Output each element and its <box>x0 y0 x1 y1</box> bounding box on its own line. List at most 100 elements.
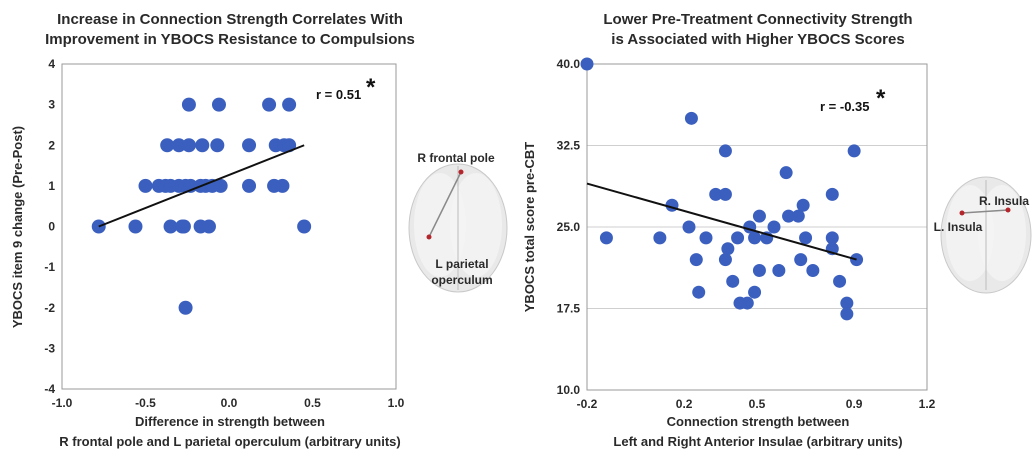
left-chart-y-tick-label: 4 <box>48 57 55 71</box>
right-chart-x-tick-label: 0.5 <box>749 397 766 411</box>
right-chart-significance-marker: * <box>876 85 886 112</box>
left-chart-data-point <box>138 178 153 193</box>
left-chart-y-tick-label: -1 <box>44 260 55 274</box>
right-chart-y-axis-label: YBOCS total score pre-CBT <box>522 142 537 313</box>
right-chart-x-ticks: -0.2 0.2 0.5 0.9 1.2 <box>577 397 936 411</box>
right-chart-data-point <box>718 144 732 158</box>
left-chart-data-point <box>163 219 178 234</box>
right-chart-data-point <box>840 307 854 321</box>
right-chart-data-point <box>796 198 810 212</box>
left-chart-y-ticks: 4 3 2 1 0 -1 -2 -3 -4 <box>44 57 55 396</box>
right-chart-data-point <box>726 274 740 288</box>
left-chart-data-point <box>195 138 210 153</box>
left-chart: Increase in Connection Strength Correlat… <box>10 11 415 449</box>
right-chart-x-tick-label: 1.2 <box>919 397 936 411</box>
left-chart-data-point <box>160 138 175 153</box>
left-chart-data-point <box>210 138 225 153</box>
right-chart-data-point <box>740 296 754 310</box>
right-chart-y-tick-label: 25.0 <box>557 220 581 234</box>
right-chart-plot-frame <box>586 63 928 391</box>
right-chart-data-point <box>689 253 703 267</box>
right-chart-x-tick-label: -0.2 <box>577 397 598 411</box>
right-frontal-pole-label: R frontal pole <box>417 151 495 165</box>
left-chart-y-tick-label: -4 <box>44 382 55 396</box>
left-chart-data-point <box>242 138 257 153</box>
left-chart-title-line-1: Increase in Connection Strength Correlat… <box>57 11 403 28</box>
left-chart-data-point <box>275 178 290 193</box>
left-chart-y-tick-label: 1 <box>48 179 55 193</box>
left-brain-right-hemisphere <box>450 173 502 277</box>
right-chart-data-point <box>748 231 762 245</box>
right-chart-data-point <box>731 231 745 245</box>
left-chart-x-axis-label-line-2: R frontal pole and L parietal operculum … <box>59 434 400 449</box>
right-chart: Lower Pre-Treatment Connectivity Strengt… <box>522 11 936 449</box>
right-chart-data-point <box>653 231 667 245</box>
right-chart-data-point <box>699 231 713 245</box>
left-chart-data-point <box>201 219 216 234</box>
right-chart-gridlines <box>587 63 927 391</box>
right-frontal-pole-node <box>458 169 464 175</box>
right-chart-data-point <box>782 209 796 223</box>
left-parietal-operculum-node <box>426 234 432 240</box>
right-brain-right-hemisphere <box>978 185 1026 281</box>
right-chart-data-point <box>752 209 766 223</box>
left-chart-x-tick-label: -1.0 <box>52 396 73 410</box>
left-chart-title-line-2: Improvement in YBOCS Resistance to Compu… <box>45 31 415 48</box>
right-chart-data-point <box>752 263 766 277</box>
left-insula-node <box>959 210 965 216</box>
left-brain-connection-line <box>428 171 462 238</box>
right-chart-x-tick-label: 0.2 <box>676 397 693 411</box>
right-chart-x-tick-label: 0.9 <box>846 397 863 411</box>
right-chart-data-point <box>580 57 594 71</box>
left-chart-y-axis-label: YBOCS item 9 change (Pre-Post) <box>10 126 25 328</box>
right-chart-data-point <box>718 253 732 267</box>
right-chart-y-ticks: 40.0 32.5 25.0 17.5 10.0 <box>557 57 581 397</box>
left-chart-points <box>91 97 312 315</box>
right-chart-data-point <box>692 285 706 299</box>
right-chart-data-point <box>833 274 847 288</box>
right-chart-data-point <box>825 187 839 201</box>
left-chart-y-tick-label: -2 <box>44 301 55 315</box>
right-chart-x-axis-label-line-2: Left and Right Anterior Insulae (arbitra… <box>613 434 902 449</box>
right-chart-x-axis-label-line-1: Connection strength between <box>667 414 850 429</box>
right-chart-points <box>580 57 864 321</box>
left-chart-data-point <box>297 219 312 234</box>
left-chart-x-tick-label: 1.0 <box>388 396 405 410</box>
right-chart-data-point <box>847 144 861 158</box>
left-chart-y-tick-label: -3 <box>44 341 55 355</box>
left-insula-label: L. Insula <box>934 220 983 234</box>
left-chart-data-point <box>282 97 297 112</box>
right-chart-data-point <box>599 231 613 245</box>
left-chart-data-point <box>128 219 143 234</box>
left-chart-x-axis-label-line-1: Difference in strength between <box>135 414 325 429</box>
right-chart-data-point <box>825 231 839 245</box>
right-chart-data-point <box>799 231 813 245</box>
right-insula-node <box>1005 207 1011 213</box>
right-chart-data-point <box>779 166 793 180</box>
left-brain-left-hemisphere <box>414 173 466 277</box>
left-chart-data-point <box>262 97 277 112</box>
left-chart-data-point <box>181 97 196 112</box>
left-chart-x-tick-label: -0.5 <box>135 396 156 410</box>
left-chart-regression-line <box>98 144 305 228</box>
left-chart-data-point <box>171 138 186 153</box>
left-chart-data-point <box>242 178 257 193</box>
right-chart-data-point <box>721 242 735 256</box>
left-chart-plot-frame <box>61 63 397 390</box>
left-chart-y-tick-label: 0 <box>48 220 55 234</box>
left-chart-correlation-label: r = 0.51 <box>316 87 361 102</box>
right-brain-connection-line <box>961 209 1009 214</box>
right-chart-data-point <box>748 285 762 299</box>
right-insula-label: R. Insula <box>979 194 1029 208</box>
left-brain-illustration: R frontal pole L parietal operculum <box>408 151 508 293</box>
right-chart-data-point <box>791 209 805 223</box>
left-chart-x-tick-label: 0.0 <box>221 396 238 410</box>
left-chart-data-point <box>211 97 226 112</box>
left-chart-y-tick-label: 2 <box>48 138 55 152</box>
operculum-label: operculum <box>431 273 492 287</box>
left-parietal-label: L parietal <box>435 257 488 271</box>
right-chart-y-tick-label: 40.0 <box>557 57 581 71</box>
right-chart-data-point <box>767 220 781 234</box>
right-chart-data-point <box>840 296 854 310</box>
